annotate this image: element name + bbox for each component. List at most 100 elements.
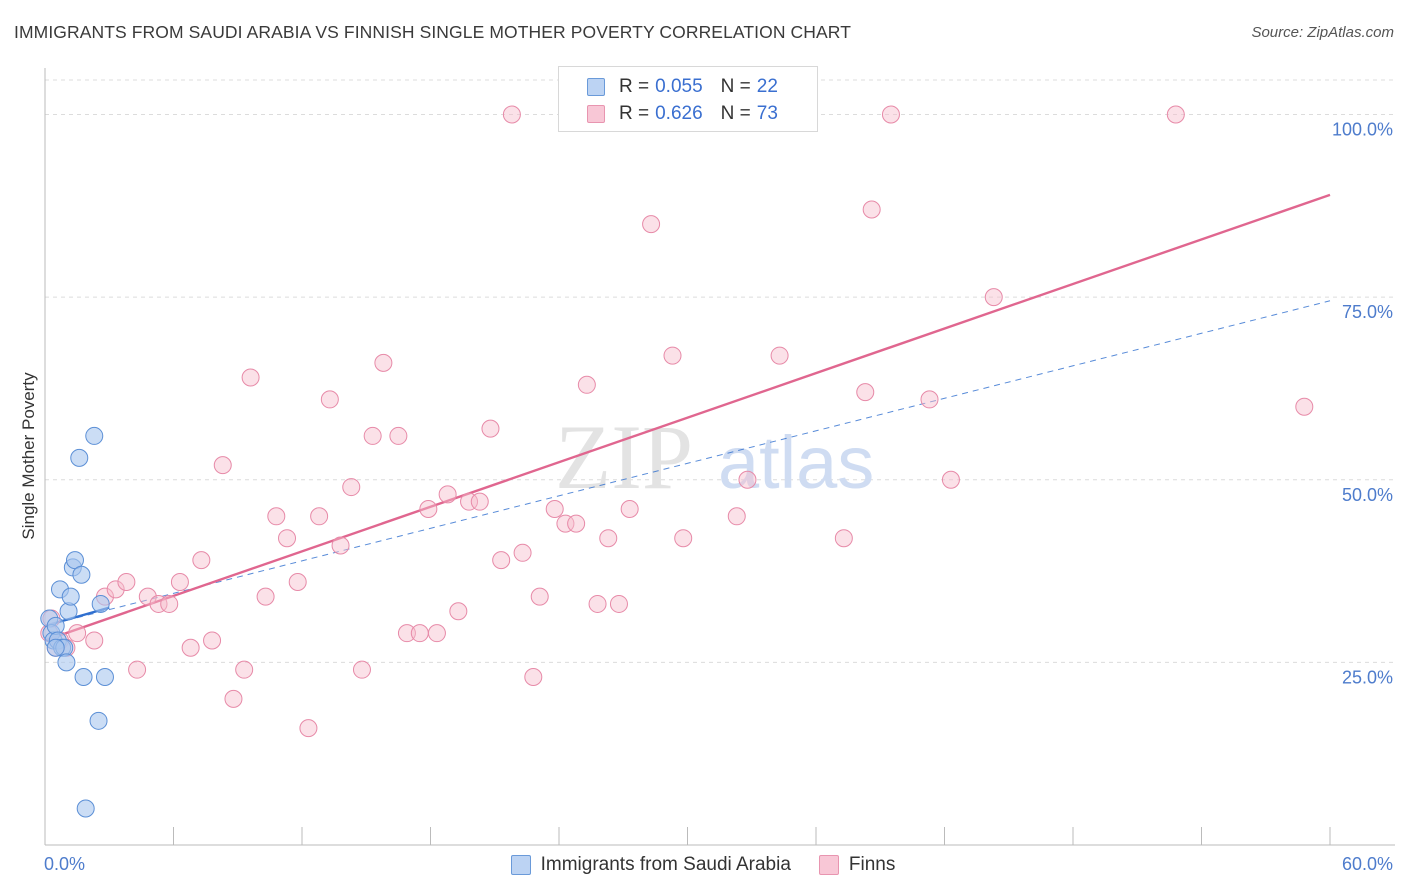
finns-point (85, 631, 104, 650)
watermark: ZIP atlas (555, 406, 874, 508)
y-tick-label: 50.0% (1342, 485, 1393, 505)
finns-point (530, 587, 549, 606)
legend-n-label: N = (720, 103, 751, 124)
saudi-point (61, 587, 80, 606)
finns-point (738, 470, 757, 489)
finns-point (834, 529, 853, 548)
legend-row-finns: R = 0.626 N = 73 (587, 102, 778, 126)
finns-point (117, 573, 136, 592)
saudi-point (76, 799, 95, 818)
saudi-point (91, 594, 110, 613)
finns-point (438, 485, 457, 504)
finns-point (620, 499, 639, 518)
finns-point (213, 456, 232, 475)
finns-points (40, 105, 1314, 738)
finns-point (224, 689, 243, 708)
finns-point (1166, 105, 1185, 124)
finns-point (181, 638, 200, 657)
finns-point (920, 390, 939, 409)
finns-point (389, 426, 408, 445)
saudi-point (72, 565, 91, 584)
saudi-points (40, 426, 114, 818)
finns-point (881, 105, 900, 124)
finns-point (128, 660, 147, 679)
legend-r-label: R = (619, 76, 650, 97)
y-tick-label: 75.0% (1342, 302, 1393, 322)
legend-swatch-pink (818, 855, 839, 875)
finns-point (320, 390, 339, 409)
legend-r-value: 0.626 (655, 103, 703, 124)
legend-row-saudi: R = 0.055 N = 22 (587, 75, 778, 99)
finns-point (278, 529, 297, 548)
saudi-point (89, 711, 108, 730)
legend-r-label: R = (619, 103, 650, 124)
finns-point (502, 105, 521, 124)
saudi-point (46, 638, 65, 657)
finns-point (556, 514, 575, 533)
finns-point (545, 499, 564, 518)
finns-point (577, 375, 596, 394)
finns-point (492, 551, 511, 570)
finns-point (410, 624, 429, 643)
finns-point (727, 507, 746, 526)
finns-point (299, 719, 318, 738)
finns-point (267, 507, 286, 526)
finns-point (138, 587, 157, 606)
legend-swatch-pink (587, 105, 605, 123)
finns-point (192, 551, 211, 570)
finns-point (331, 536, 350, 555)
x-tick-label: 60.0% (1342, 854, 1393, 874)
finns-point (856, 383, 875, 402)
finns-point (513, 543, 532, 562)
legend-swatch-blue (510, 855, 531, 875)
finns-point (674, 529, 693, 548)
y-axis-label: Single Mother Poverty (19, 372, 38, 540)
finns-point (397, 624, 416, 643)
finns-point (203, 631, 222, 650)
watermark-atlas: atlas (718, 421, 874, 504)
legend-label-saudi: Immigrants from Saudi Arabia (540, 854, 791, 875)
chart-title: IMMIGRANTS FROM SAUDI ARABIA VS FINNISH … (14, 22, 852, 42)
legend-n-label: N = (720, 76, 751, 97)
finns-point (342, 478, 361, 497)
saudi-point (70, 448, 89, 467)
finns-point (941, 470, 960, 489)
finns-point (427, 624, 446, 643)
finns-point (524, 667, 543, 686)
finns-point (862, 200, 881, 219)
finns-point (288, 573, 307, 592)
saudi-point (85, 426, 104, 445)
y-tick-label: 25.0% (1342, 667, 1393, 687)
finns-point (149, 594, 168, 613)
correlation-legend: R = 0.055 N = 22 R = 0.626 N = 73 (558, 66, 818, 132)
finns-point (106, 580, 125, 599)
finns-point (241, 368, 260, 387)
tick-labels: 25.0% 50.0% 75.0% 100.0% 0.0% 60.0% (44, 120, 1393, 874)
finns-point (1295, 397, 1314, 416)
saudi-point (95, 667, 114, 686)
legend-n-value: 73 (756, 103, 778, 124)
finns-point (449, 602, 468, 621)
finns-trend-line (44, 193, 1331, 642)
source-credit: Source: ZipAtlas.com (1251, 24, 1394, 41)
finns-point (642, 215, 661, 234)
finns-point (770, 346, 789, 365)
finns-point (68, 624, 87, 643)
finns-point (160, 594, 179, 613)
finns-point (588, 594, 607, 613)
finns-point (374, 353, 393, 372)
finns-point (609, 594, 628, 613)
saudi-point (57, 653, 76, 672)
finns-point (419, 499, 438, 518)
saudi-point (74, 667, 93, 686)
finns-point (599, 529, 618, 548)
saudi-trend-extended (44, 300, 1331, 627)
trend-lines (44, 193, 1331, 642)
legend-swatch-blue (587, 78, 605, 96)
finns-point (481, 419, 500, 438)
x-tick-label: 0.0% (44, 854, 85, 874)
legend-label-finns: Finns (848, 854, 896, 875)
finns-point (470, 492, 489, 511)
finns-point (663, 346, 682, 365)
legend-item-finns: Finns (818, 854, 896, 876)
